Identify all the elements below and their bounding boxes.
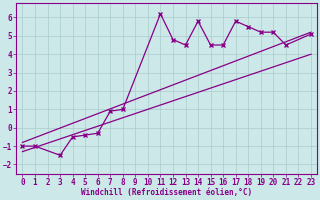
X-axis label: Windchill (Refroidissement éolien,°C): Windchill (Refroidissement éolien,°C)	[81, 188, 252, 197]
